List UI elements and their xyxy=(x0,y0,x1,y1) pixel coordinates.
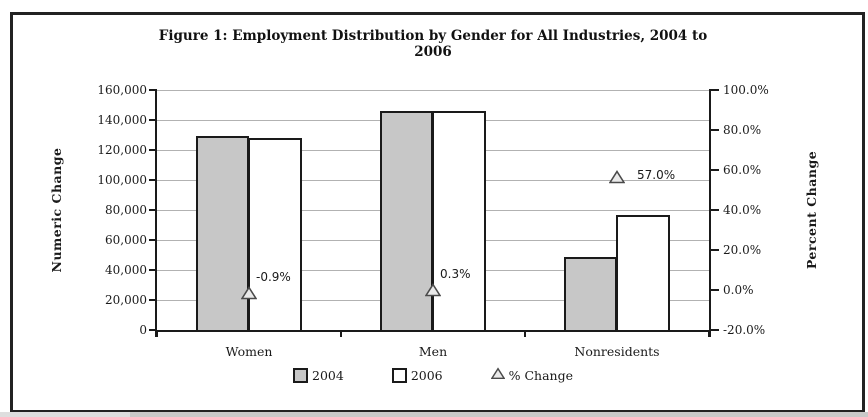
left-axis-tick xyxy=(149,179,157,181)
left-axis-tick xyxy=(149,149,157,151)
legend-square-gray-icon xyxy=(293,367,308,383)
y-axis-right xyxy=(709,89,711,337)
left-axis-tick xyxy=(149,239,157,241)
right-axis-tick-label: 60.0% xyxy=(723,163,762,177)
y-axis-left xyxy=(155,89,157,337)
left-axis-tick-label: 40,000 xyxy=(105,263,147,277)
pct-change-marker-women xyxy=(240,285,258,300)
right-axis-tick xyxy=(711,289,719,291)
bar-2006-women xyxy=(248,137,302,332)
right-axis-title: Percent Change xyxy=(804,150,819,270)
right-axis-tick-label: 100.0% xyxy=(723,83,769,97)
right-axis-tick xyxy=(711,129,719,131)
pct-change-label-nonresidents: 57.0% xyxy=(637,168,676,182)
scan-edge-strip xyxy=(0,412,868,417)
chart-legend: 2004 2006 % Change xyxy=(157,367,709,383)
legend-label: % Change xyxy=(508,367,573,383)
right-axis-tick xyxy=(711,169,719,171)
left-axis-tick-label: 140,000 xyxy=(97,113,147,127)
right-axis-tick xyxy=(711,329,719,331)
x-axis-tick xyxy=(340,330,342,337)
legend-item--change: % Change xyxy=(490,367,573,383)
x-axis-tick xyxy=(156,330,158,337)
left-axis-title: Numeric Change xyxy=(49,147,64,273)
legend-item-2004: 2004 xyxy=(293,367,344,383)
left-axis-tick xyxy=(149,119,157,121)
right-axis-tick xyxy=(711,249,719,251)
right-axis-tick xyxy=(711,89,719,91)
pct-change-marker-nonresidents xyxy=(608,169,626,184)
legend-label: 2006 xyxy=(410,367,443,383)
category-label-nonresidents: Nonresidents xyxy=(574,344,660,359)
left-axis-tick xyxy=(149,89,157,91)
right-axis-tick-label: 20.0% xyxy=(723,243,762,257)
legend-label: 2004 xyxy=(312,367,344,383)
left-axis-tick-label: 80,000 xyxy=(105,203,147,217)
right-axis-tick-label: -20.0% xyxy=(723,323,766,337)
x-axis-tick xyxy=(524,330,526,337)
bar-2006-men xyxy=(432,110,486,332)
pct-change-label-women: -0.9% xyxy=(256,269,291,284)
bar-2004-nonresidents xyxy=(564,256,617,332)
right-axis-tick-label: 40.0% xyxy=(723,203,762,217)
category-label-men: Men xyxy=(418,344,448,359)
legend-triangle-icon xyxy=(490,367,506,383)
left-axis-tick-label: 20,000 xyxy=(105,293,147,307)
left-axis-tick xyxy=(149,329,157,331)
scan-edge-strip-light xyxy=(0,412,130,417)
left-axis-tick xyxy=(149,209,157,211)
legend-item-2006: 2006 xyxy=(391,367,443,383)
chart-title: Figure 1: Employment Distribution by Gen… xyxy=(158,28,708,60)
legend-square-white-icon xyxy=(391,367,407,383)
right-axis-tick xyxy=(711,209,719,211)
left-axis-tick-label: 100,000 xyxy=(97,173,147,187)
pct-change-label-men: 0.3% xyxy=(440,267,471,282)
left-axis-tick xyxy=(149,299,157,301)
bar-2004-women xyxy=(196,135,249,332)
right-axis-tick-label: 80.0% xyxy=(723,123,762,137)
left-axis-tick-label: 0 xyxy=(139,323,147,337)
right-axis-tick-label: 0.0% xyxy=(723,283,754,297)
bar-2006-nonresidents xyxy=(616,214,670,332)
left-axis-tick-label: 160,000 xyxy=(97,83,147,97)
bar-2004-men xyxy=(380,111,433,332)
category-label-women: Women xyxy=(225,344,273,359)
pct-change-marker-men xyxy=(424,282,442,297)
chart-outer-border xyxy=(10,12,865,413)
left-axis-tick-label: 120,000 xyxy=(97,143,147,157)
left-axis-tick-label: 60,000 xyxy=(105,233,147,247)
left-axis-tick xyxy=(149,269,157,271)
gridline xyxy=(157,90,709,91)
x-axis-tick xyxy=(708,330,710,337)
